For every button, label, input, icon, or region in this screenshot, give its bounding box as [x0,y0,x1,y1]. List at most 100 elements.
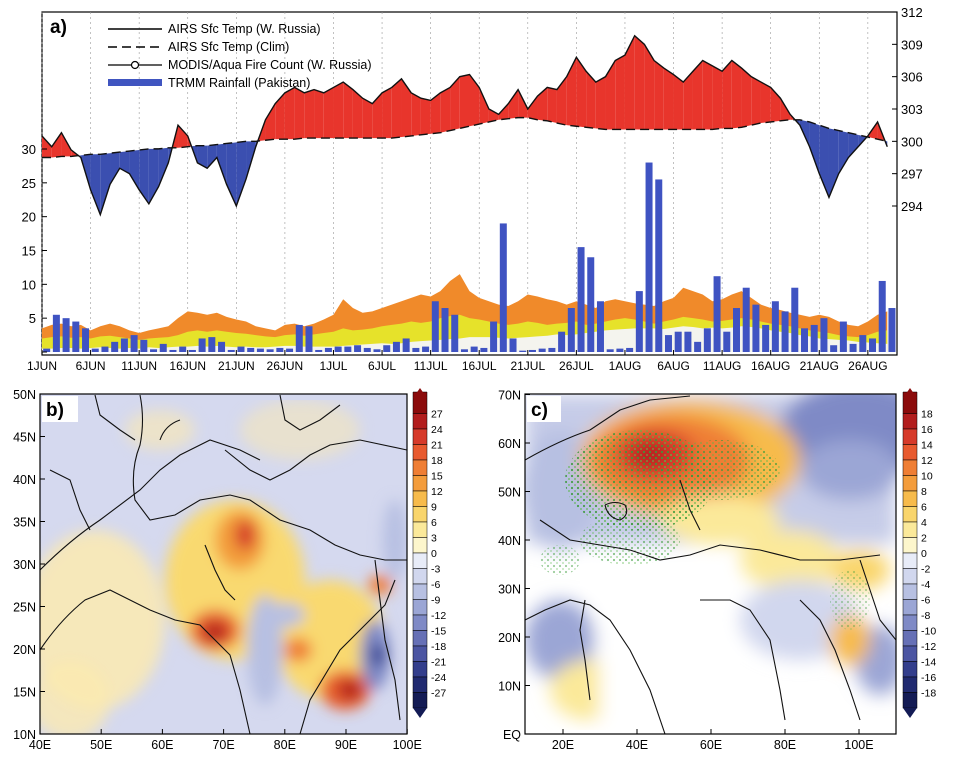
rainfall-bar [839,321,847,352]
colorbar-label: 12 [431,486,443,498]
rainfall-bar [140,339,148,352]
rainfall-bar [810,324,818,352]
temp-anomaly-segment [595,76,606,130]
colorbar-label: -3 [431,564,440,576]
rainfall-bar [606,349,614,352]
y-right-tick-label: 294 [901,199,923,214]
rainfall-bar [305,326,313,352]
colorbar-swatch [902,521,918,538]
rainfall-bar [179,346,187,352]
panel-c-y-axis: EQ 10N 20N 30N 40N 50N 60N 70N [498,389,530,742]
rainfall-bar [616,348,624,352]
x-tick-label: 16AUG [751,359,790,373]
y-left-tick-label: 30 [22,142,36,157]
colorbar-swatch [902,444,918,461]
temp-anomaly-segment [488,109,499,122]
rainfall-bar [577,247,585,352]
rainfall-bar [528,349,536,352]
panel-b-coastlines [40,394,407,734]
colorbar-swatch [412,630,428,647]
colorbar-label: 2 [921,533,927,545]
colorbar-label: 16 [921,424,933,436]
temp-anomaly-segment [654,60,664,130]
colorbar-swatch [412,692,428,709]
colorbar-label: 18 [431,455,443,467]
colorbar-swatch [902,428,918,445]
rainfall-bar [62,318,70,352]
temp-anomaly-segment [634,35,645,130]
colorbar-label: 24 [431,424,443,436]
panel-b-map: b) 40E 50E 60E 70E 80E 90E 100E 10N15N20N25N30… [13,388,446,752]
colorbar-arrow-top [413,388,427,398]
rainfall-bar [859,335,867,352]
colorbar-label: -9 [431,595,440,607]
x-tick-label: 26AUG [848,359,887,373]
temp-anomaly-segment [100,153,111,215]
rainfall-bar [256,348,264,352]
colorbar-label: 18 [921,409,933,421]
colorbar-label: -18 [921,688,936,700]
rainfall-bar [490,321,498,352]
temp-anomaly-segment [692,60,703,130]
rainfall-bar [276,347,284,352]
temp-anomaly-segment [323,87,334,139]
colorbar-swatch [902,552,918,569]
colorbar-label: -18 [431,641,446,653]
legend-item-airs-russia: AIRS Sfc Temp (W. Russia) [168,22,321,36]
rainfall-bar [402,338,410,352]
map-x-tick-label: 90E [335,738,357,752]
rainfall-bar [694,341,702,352]
temp-anomaly-segment [314,89,324,139]
panel-b-colorbar: 27 24 21 18 15 12 9 6 3 0 -3 -6 -9 -12 -15 -18 -21 -24 -27 [412,388,446,718]
colorbar-swatch [412,661,428,678]
temp-anomaly-segment [61,132,72,157]
rainfall-bar [82,328,90,352]
map-x-tick-label: 70E [212,738,234,752]
colorbar-swatch [412,552,428,569]
panel-c-colorbar: 18 16 14 12 10 8 6 4 2 0 -2 -4 -6 -8 -10 -12 -14 -16 -18 [902,388,936,718]
rainfall-bar [315,349,323,352]
temp-anomaly-segment [498,103,509,120]
legend-circle-marker [130,60,140,70]
colorbar-swatch [412,490,428,507]
panel-b-label-box [42,396,78,422]
map-y-tick-label: 70N [498,389,521,403]
rainfall-bar [43,348,51,352]
temp-anomaly-segment [712,65,723,130]
rainfall-bar [878,280,886,352]
colorbar-label: 6 [431,517,437,529]
colorbar-swatch [902,568,918,585]
temp-anomaly-segment [333,82,344,139]
map-y-tick-label: 40N [498,534,521,548]
airs-russia-line [42,34,888,217]
y-right-tick-label: 312 [901,5,923,20]
x-tick-label: 11AUG [703,359,741,373]
rainfall-bar [771,301,779,352]
colorbar-label: -10 [921,626,936,638]
rainfall-bar [120,338,128,352]
rainfall-bar [480,347,488,352]
map-y-tick-label: 10N [13,728,36,742]
temp-anomaly-segment [760,82,771,124]
rainfall-bar [830,345,838,352]
rainfall-bar [888,308,896,352]
temp-anomaly-segment [343,82,353,139]
y-left-tick-label: 10 [22,277,36,292]
temp-anomaly-segment [683,71,693,130]
colorbar-label: -12 [431,610,446,622]
y-left-tick-label: 20 [22,210,36,225]
colorbar-swatch [412,506,428,523]
temp-anomaly-segment [537,87,548,121]
panel-c-coastlines [525,395,896,734]
map-y-tick-label: 40N [13,473,36,487]
y-left-tick-label: 25 [22,176,36,191]
temp-anomaly-segment [420,98,431,135]
rainfall-bar [801,328,809,352]
rainfall-bar [52,314,60,352]
temp-anomaly-segment [848,132,859,158]
colorbar-label: 14 [921,440,933,452]
colorbar-label: 3 [431,533,437,545]
colorbar-swatch [412,676,428,693]
rainfall-bar [664,335,672,352]
map-x-tick-label: 60E [151,738,173,752]
